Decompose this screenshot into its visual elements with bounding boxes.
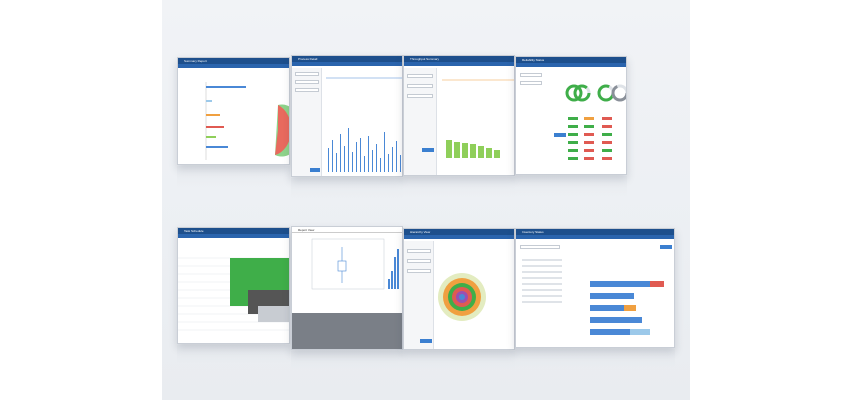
nav-bar — [516, 63, 626, 67]
window-title: Inventory Status — [522, 230, 544, 234]
apply-button[interactable] — [422, 148, 434, 152]
screen-reflection — [177, 166, 290, 188]
filter-field[interactable] — [295, 88, 319, 92]
screen-report-view: Report View — [291, 226, 403, 350]
search-input[interactable] — [520, 245, 560, 249]
apply-button[interactable] — [554, 133, 566, 137]
screen-reflection — [403, 351, 515, 369]
screen-process-detail: Process Detail — [291, 55, 403, 177]
screen-throughput-summary: Throughput Summary — [403, 55, 515, 176]
screen-inventory-status: Inventory Status — [515, 228, 675, 348]
filter-field[interactable] — [407, 249, 431, 253]
app-header: Reliability Status — [516, 57, 626, 63]
filter-field[interactable] — [407, 74, 433, 78]
app-header: Summary Report — [178, 58, 289, 64]
nav-bar — [516, 235, 674, 239]
app-header: Hierarchy View — [404, 229, 514, 235]
window-title: Hierarchy View — [410, 230, 431, 234]
filter-field[interactable] — [407, 84, 433, 88]
donut-charts — [565, 84, 626, 160]
app-header: Report View — [292, 227, 402, 233]
filter-field[interactable] — [520, 73, 542, 77]
filter-panel — [404, 241, 434, 349]
screen-summary-report: Summary Report — [177, 57, 290, 165]
screen-reflection — [291, 351, 403, 369]
bar-chart — [442, 79, 514, 158]
stacked-bar-chart — [522, 259, 664, 335]
nav-bar — [404, 62, 514, 66]
column-chart — [326, 77, 402, 172]
sunburst-chart — [438, 273, 486, 321]
filter-field[interactable] — [407, 259, 431, 263]
nav-bar — [292, 62, 402, 66]
nav-bar — [178, 64, 289, 68]
screen-reliability-status: Reliability Status — [515, 56, 627, 175]
schedule-grid — [178, 257, 289, 331]
app-header: Process Detail — [292, 56, 402, 62]
app-header: Throughput Summary — [404, 56, 514, 62]
window-title: Process Detail — [298, 57, 318, 61]
nav-bar — [178, 234, 289, 238]
window-title: Task Schedule — [184, 229, 204, 233]
screen-reflection — [403, 177, 515, 197]
filter-field[interactable] — [295, 72, 319, 76]
summary-chart — [205, 82, 289, 160]
filter-field[interactable] — [407, 94, 433, 98]
window-title: Reliability Status — [522, 58, 545, 62]
screen-reflection — [177, 345, 290, 363]
window-title: Report View — [298, 228, 315, 232]
screen-task-schedule: Task Schedule — [177, 227, 290, 344]
window-title: Summary Report — [184, 59, 207, 63]
filter-field[interactable] — [520, 81, 542, 85]
filter-field[interactable] — [295, 80, 319, 84]
screen-hierarchy-view: Hierarchy View — [403, 228, 515, 350]
apply-button[interactable] — [310, 168, 320, 172]
screen-reflection — [515, 349, 675, 367]
apply-button[interactable] — [420, 339, 432, 343]
app-header: Inventory Status — [516, 229, 674, 235]
filter-field[interactable] — [407, 269, 431, 273]
filter-panel — [292, 68, 322, 176]
screen-reflection — [515, 176, 627, 196]
nav-bar — [404, 235, 514, 239]
boxplot-histogram-chart — [292, 238, 402, 349]
action-button[interactable] — [660, 245, 672, 249]
window-title: Throughput Summary — [410, 57, 440, 61]
app-header: Task Schedule — [178, 228, 289, 234]
screen-reflection — [291, 178, 403, 198]
